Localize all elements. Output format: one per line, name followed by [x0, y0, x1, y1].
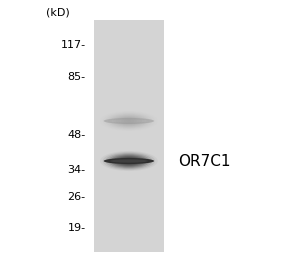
- Ellipse shape: [103, 152, 155, 170]
- Ellipse shape: [108, 154, 150, 168]
- Ellipse shape: [108, 114, 150, 128]
- Ellipse shape: [113, 155, 145, 167]
- Ellipse shape: [116, 157, 142, 166]
- Text: 48-: 48-: [67, 130, 85, 140]
- Text: 26-: 26-: [67, 192, 85, 202]
- Ellipse shape: [121, 118, 137, 124]
- Bar: [94, 20, 164, 252]
- Text: (kD): (kD): [46, 7, 69, 17]
- Ellipse shape: [110, 155, 147, 167]
- Text: 85-: 85-: [67, 72, 85, 82]
- Ellipse shape: [124, 119, 134, 123]
- Ellipse shape: [110, 115, 147, 127]
- Ellipse shape: [105, 113, 153, 129]
- Ellipse shape: [113, 115, 145, 126]
- Ellipse shape: [121, 158, 137, 164]
- Ellipse shape: [124, 159, 134, 163]
- Ellipse shape: [116, 116, 142, 126]
- Ellipse shape: [110, 159, 148, 163]
- Text: 117-: 117-: [60, 40, 85, 50]
- Text: 19-: 19-: [67, 223, 85, 233]
- Text: 34-: 34-: [67, 164, 85, 175]
- Ellipse shape: [118, 157, 140, 165]
- Ellipse shape: [110, 119, 148, 122]
- Ellipse shape: [105, 153, 153, 169]
- Ellipse shape: [104, 158, 154, 164]
- Ellipse shape: [126, 120, 132, 122]
- Ellipse shape: [104, 118, 154, 124]
- Ellipse shape: [118, 117, 140, 125]
- Ellipse shape: [126, 160, 132, 162]
- Text: OR7C1: OR7C1: [178, 153, 230, 168]
